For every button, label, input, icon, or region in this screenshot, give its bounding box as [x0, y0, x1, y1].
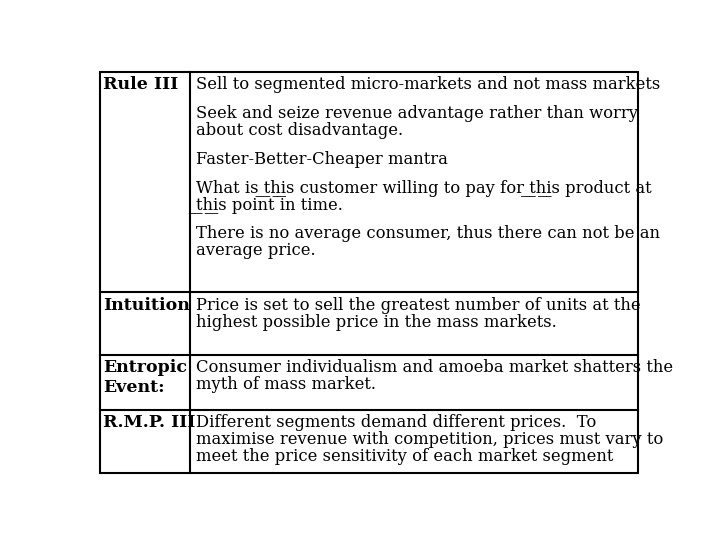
- Text: average price.: average price.: [196, 242, 315, 259]
- Text: There is no average consumer, thus there can not be an: There is no average consumer, thus there…: [196, 225, 660, 242]
- Text: meet the price sensitivity of each market segment: meet the price sensitivity of each marke…: [196, 449, 613, 465]
- Text: R.M.P. III: R.M.P. III: [104, 414, 196, 431]
- Text: Intuition: Intuition: [104, 296, 190, 314]
- Text: Price is set to sell the greatest number of units at the: Price is set to sell the greatest number…: [196, 296, 641, 314]
- Text: maximise revenue with competition, prices must vary to: maximise revenue with competition, price…: [196, 431, 663, 448]
- Text: Consumer individualism and amoeba market shatters the: Consumer individualism and amoeba market…: [196, 360, 673, 376]
- Text: Seek and seize revenue advantage rather than worry: Seek and seize revenue advantage rather …: [196, 105, 638, 122]
- Text: What is ̲t̲h̲i̲s customer willing to pay for ̲t̲h̲i̲s product at: What is ̲t̲h̲i̲s customer willing to pay…: [196, 180, 652, 197]
- Text: Entropic
Event:: Entropic Event:: [104, 360, 187, 396]
- Text: Faster-Better-Cheaper mantra: Faster-Better-Cheaper mantra: [196, 151, 448, 168]
- Text: about cost disadvantage.: about cost disadvantage.: [196, 122, 403, 139]
- Text: myth of mass market.: myth of mass market.: [196, 376, 376, 394]
- Text: Sell to segmented micro-markets and not mass markets: Sell to segmented micro-markets and not …: [196, 77, 660, 93]
- Text: highest possible price in the mass markets.: highest possible price in the mass marke…: [196, 314, 557, 330]
- Text: Rule III: Rule III: [104, 77, 179, 93]
- Text: ̲t̲h̲i̲s point in time.: ̲t̲h̲i̲s point in time.: [196, 197, 343, 214]
- Text: Different segments demand different prices.  To: Different segments demand different pric…: [196, 414, 596, 431]
